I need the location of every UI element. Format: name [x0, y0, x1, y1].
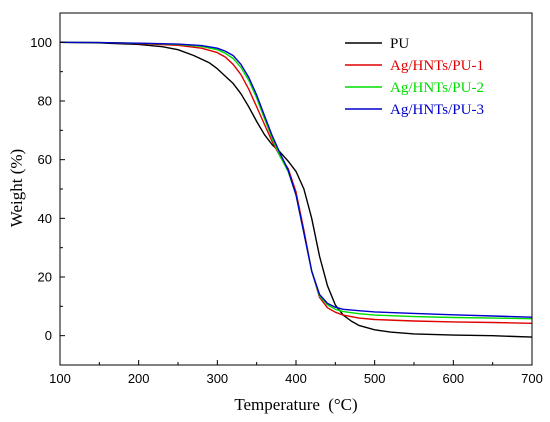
x-tick-label-7: 700 [521, 371, 543, 386]
y-axis-title: Weight (%) [7, 149, 26, 227]
legend-label-4: Ag/HNTs/PU-3 [390, 102, 484, 118]
x-tick-label-2: 200 [128, 371, 150, 386]
y-tick-label-6: 100 [30, 35, 52, 50]
series-line-4 [59, 41, 533, 318]
x-axis-title-text: Temperature [234, 395, 320, 414]
y-tick-label-4: 60 [38, 152, 52, 167]
legend: PU Ag/HNTs/PU-1 Ag/HNTs/PU-2 Ag/HNTs/PU-3 [345, 36, 484, 118]
series-line-3 [59, 41, 533, 320]
y-tick-label-5: 80 [38, 94, 52, 109]
legend-label-1: PU [390, 36, 409, 52]
x-axis-title: Temperature (°C) [234, 395, 357, 414]
x-axis-title-unit: (°C) [328, 395, 357, 414]
legend-label-2: Ag/HNTs/PU-1 [390, 58, 484, 74]
x-tick-label-3: 300 [206, 371, 228, 386]
y-tick-label-1: 0 [45, 328, 52, 343]
x-tick-label-5: 500 [364, 371, 386, 386]
legend-label-3: Ag/HNTs/PU-2 [390, 80, 484, 96]
y-tick-label-3: 40 [38, 211, 52, 226]
plot-area [59, 41, 533, 338]
x-tick-label-4: 400 [285, 371, 307, 386]
axes: 100 200 300 400 500 600 700 0 20 40 60 80 100 [30, 12, 543, 386]
x-tick-label-1: 100 [49, 371, 71, 386]
series-line-1 [59, 41, 533, 338]
x-tick-label-6: 600 [442, 371, 464, 386]
y-tick-label-2: 20 [38, 270, 52, 285]
